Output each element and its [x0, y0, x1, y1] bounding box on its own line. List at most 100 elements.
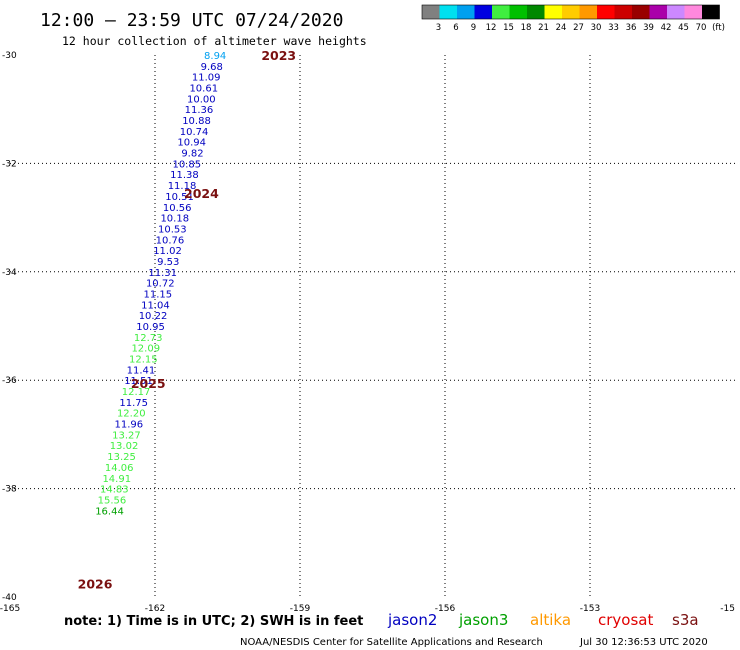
wave-height-label: 11.41: [127, 365, 156, 376]
wave-height-values: 8.949.6811.0910.6110.0011.3610.8810.7410…: [95, 51, 226, 517]
wave-height-label: 16.44: [95, 506, 124, 517]
wave-height-label: 11.09: [192, 73, 221, 84]
wave-height-label: 10.72: [146, 279, 175, 290]
colorbar-label: 3: [436, 23, 441, 33]
colorbar-swatch: [474, 5, 492, 19]
x-tick-label: -156: [435, 604, 456, 614]
chart-subtitle: 12 hour collection of altimeter wave hei…: [62, 34, 367, 48]
legend-jason2: jason2: [387, 611, 437, 629]
colorbar-label: 6: [453, 23, 458, 33]
colorbar-swatch: [667, 5, 685, 19]
wave-height-label: 10.95: [136, 322, 165, 333]
axis-ticks: -165 -162 -159 -156 -153 -15 -30 -32 -34 -36 -38 -4…: [0, 51, 735, 614]
colorbar-swatch: [649, 5, 667, 19]
wave-height-label: 10.18: [160, 214, 189, 225]
colorbar-swatch: [509, 5, 527, 19]
colorbar-swatch: [457, 5, 475, 19]
pass-labels: 2023 2024 2025 2026: [78, 48, 296, 591]
colorbar-label: 12: [486, 23, 497, 33]
legend-s3a: s3a: [672, 611, 699, 629]
y-tick-label: -38: [2, 485, 17, 495]
wave-height-label: 14.91: [102, 474, 131, 485]
colorbar-swatch: [492, 5, 510, 19]
colorbar-label: 21: [538, 23, 549, 33]
colorbar-label: 33: [608, 23, 619, 33]
wave-height-label: 9.68: [201, 62, 223, 73]
pass-label: 2023: [261, 48, 296, 63]
wave-height-label: 11.96: [115, 420, 144, 431]
wave-height-label: 10.88: [182, 116, 211, 127]
wave-height-label: 10.76: [156, 235, 185, 246]
colorbar-swatch: [544, 5, 562, 19]
colorbar-swatch: [632, 5, 650, 19]
wave-height-label: 13.25: [107, 452, 136, 463]
wave-height-label: 10.56: [163, 203, 192, 214]
colorbar-label: 42: [661, 23, 672, 33]
pass-label: 2024: [184, 186, 219, 201]
colorbar-swatch: [422, 5, 440, 19]
colorbar-frame: [421, 4, 720, 20]
wave-height-label: 10.51: [165, 192, 194, 203]
x-tick-label: -165: [0, 604, 20, 614]
wave-height-label: 13.27: [112, 430, 141, 441]
wave-height-label: 10.94: [177, 138, 206, 149]
colorbar-label: 27: [573, 23, 584, 33]
colorbar-label: 24: [556, 23, 567, 33]
wave-height-label: 12.15: [129, 355, 158, 366]
x-tick-label: -15: [720, 604, 735, 614]
x-tick-label: -162: [145, 604, 165, 614]
y-tick-label: -36: [2, 376, 17, 386]
footer-timestamp: Jul 30 12:36:53 UTC 2020: [579, 637, 708, 648]
chart-title: 12:00 – 23:59 UTC 07/24/2020: [40, 10, 343, 31]
wave-height-label: 13.02: [110, 441, 139, 452]
pass-label: 2025: [131, 376, 166, 391]
wave-height-label: 11.31: [148, 268, 177, 279]
wave-height-label: 11.15: [144, 289, 173, 300]
wave-height-label: 11.02: [153, 246, 182, 257]
colorbar-label: (ft): [712, 23, 725, 33]
colorbar-swatch: [579, 5, 597, 19]
colorbar-swatch: [562, 5, 580, 19]
wave-height-label: 10.85: [173, 159, 202, 170]
wave-height-label: 9.82: [181, 149, 203, 160]
colorbar-label: 70: [696, 23, 707, 33]
wave-height-label: 11.18: [168, 181, 197, 192]
wave-height-label: 10.74: [180, 127, 209, 138]
wave-height-label: 15.56: [98, 495, 127, 506]
legend-note: note: 1) Time is in UTC; 2) SWH is in fe…: [64, 614, 363, 629]
x-tick-label: -159: [290, 604, 311, 614]
colorbar-label: 30: [591, 23, 602, 33]
wave-height-label: 11.36: [185, 105, 214, 116]
colorbar-swatch: [597, 5, 615, 19]
wave-height-label: 10.22: [139, 311, 168, 322]
pass-label: 2026: [78, 576, 113, 591]
colorbar-swatch: [684, 5, 702, 19]
y-tick-label: -30: [2, 51, 17, 61]
colorbar-swatch: [702, 5, 720, 19]
colorbar-label: 39: [643, 23, 654, 33]
wave-height-label: 8.94: [204, 51, 226, 62]
wave-height-label: 14.83: [100, 485, 129, 496]
legend-cryosat: cryosat: [598, 611, 653, 629]
wave-height-label: 11.04: [141, 300, 170, 311]
y-tick-label: -32: [2, 159, 17, 169]
colorbar-label: 18: [521, 23, 532, 33]
footer-credit: NOAA/NESDIS Center for Satellite Applica…: [240, 637, 543, 648]
wave-height-label: 11.38: [170, 170, 199, 181]
colorbar-swatch: [527, 5, 545, 19]
y-tick-label: -40: [2, 593, 17, 603]
wave-height-label: 12.73: [134, 333, 163, 344]
y-tick-label: -34: [2, 268, 17, 278]
wave-height-label: 12.17: [122, 387, 151, 398]
colorbar-label: 15: [503, 23, 514, 33]
wave-height-label: 10.53: [158, 224, 187, 235]
legend-jason3: jason3: [458, 611, 508, 629]
wave-height-label: 14.06: [105, 463, 134, 474]
wave-height-label: 11.51: [124, 376, 153, 387]
wave-height-label: 12.20: [117, 409, 146, 420]
wave-height-label: 10.61: [189, 84, 218, 95]
colorbar-label: 36: [626, 23, 637, 33]
colorbar-label: 9: [471, 23, 476, 33]
colorbar-swatch: [614, 5, 632, 19]
legend-altika: altika: [530, 611, 571, 629]
